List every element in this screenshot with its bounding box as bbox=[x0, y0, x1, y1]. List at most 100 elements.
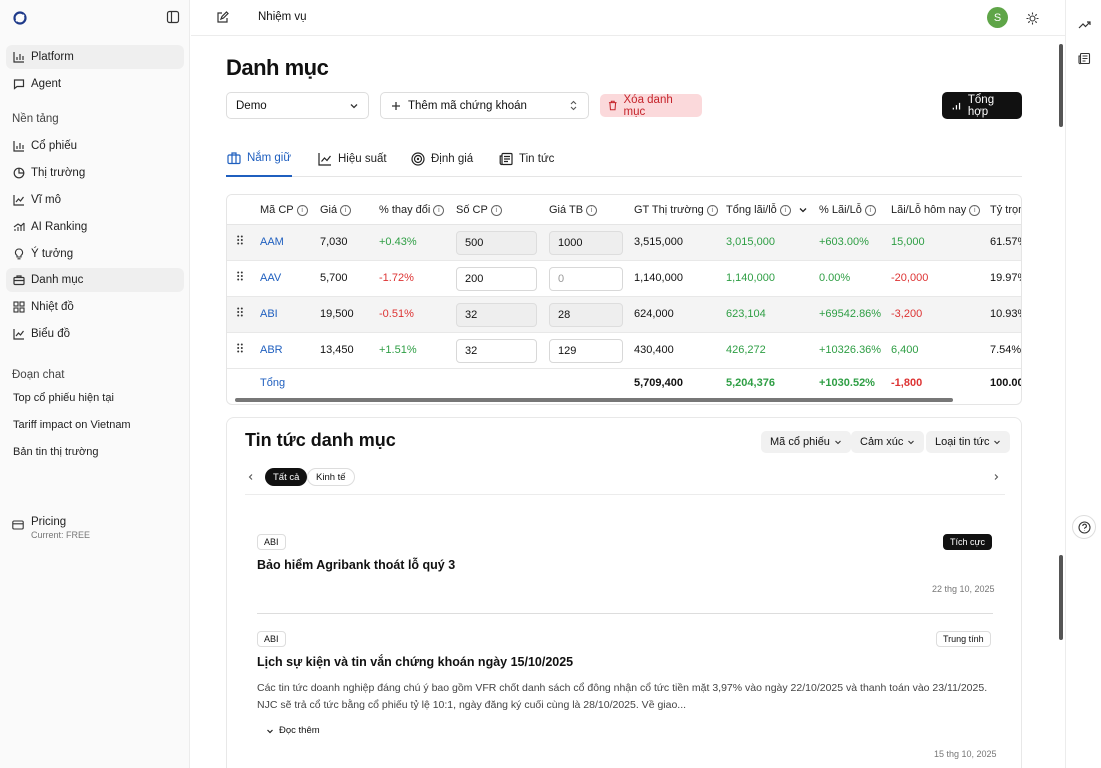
info-icon: i bbox=[296, 204, 308, 216]
sidebar-item-ai-ranking[interactable]: AI Ranking bbox=[6, 215, 184, 239]
change-cell: -1.72% bbox=[379, 272, 414, 284]
main-scrollbar[interactable] bbox=[1057, 36, 1065, 768]
chevron-down-icon bbox=[350, 103, 358, 108]
tab-valuation[interactable]: Định giá bbox=[411, 141, 473, 177]
chevron-up-down-icon bbox=[570, 100, 577, 111]
col-header-today-pl[interactable]: Lãi/Lỗ hôm nay i bbox=[891, 204, 981, 216]
table-row[interactable]: AAM 7,030 +0.43% 500 1000 3,515,000 3,015,000 +… bbox=[227, 225, 1021, 261]
chip-economy[interactable]: Kinh tế bbox=[307, 468, 355, 486]
sidebar-item-heatmap[interactable]: Nhiệt đồ bbox=[6, 295, 184, 319]
chat-item[interactable]: Top cổ phiếu hiện tại bbox=[13, 392, 114, 404]
weight-cell: 19.97% bbox=[990, 272, 1021, 284]
shares-input[interactable]: 32 bbox=[456, 303, 537, 327]
col-header-price[interactable]: Giá i bbox=[320, 204, 352, 216]
sort-desc-icon[interactable] bbox=[798, 205, 808, 215]
newspaper-icon[interactable] bbox=[1078, 52, 1091, 65]
read-more-button[interactable]: Đọc thêm bbox=[266, 725, 320, 736]
drag-handle-icon[interactable] bbox=[237, 307, 243, 317]
drag-handle-icon[interactable] bbox=[237, 343, 243, 353]
tab-news[interactable]: Tin tức bbox=[499, 141, 554, 177]
sidebar-item-portfolio[interactable]: Danh mục bbox=[6, 268, 184, 292]
tab-performance[interactable]: Hiệu suất bbox=[318, 141, 387, 177]
chip-all[interactable]: Tất cả bbox=[265, 468, 308, 486]
col-header-change[interactable]: % thay đổi i bbox=[379, 204, 445, 216]
table-horizontal-scrollbar[interactable] bbox=[227, 396, 1021, 404]
avg-price-input[interactable]: 28 bbox=[549, 303, 623, 327]
sidebar-item-ideas[interactable]: Ý tưởng bbox=[6, 242, 184, 266]
shares-input[interactable]: 200 bbox=[456, 267, 537, 291]
holdings-table: Mã CP i Giá i % thay đổi i Số CP i Giá TB i G… bbox=[226, 194, 1022, 405]
help-button[interactable] bbox=[1072, 515, 1096, 539]
drag-handle-icon[interactable] bbox=[237, 235, 243, 245]
article-title[interactable]: Lịch sự kiện và tin vắn chứng khoán ngày… bbox=[257, 655, 574, 669]
table-row[interactable]: ABR 13,450 +1.51% 32 129 430,400 426,272 +10326… bbox=[227, 333, 1021, 369]
scroll-thumb-upper[interactable] bbox=[1059, 44, 1063, 127]
section-label-chats: Đoạn chat bbox=[12, 369, 65, 381]
chevron-right-icon[interactable] bbox=[992, 473, 1000, 481]
col-header-avg-price[interactable]: Giá TB i bbox=[549, 204, 598, 216]
filter-stock-code[interactable]: Mã cổ phiếu bbox=[761, 431, 851, 453]
col-header-pl-pct[interactable]: % Lãi/Lỗ i bbox=[819, 204, 876, 216]
pricing-link[interactable]: Pricing Current: FREE bbox=[12, 516, 90, 540]
avg-price-input[interactable]: 129 bbox=[549, 339, 623, 363]
filter-news-type[interactable]: Loại tin tức bbox=[926, 431, 1011, 453]
total-today-pl: -1,800 bbox=[891, 377, 923, 389]
article-stock-tag[interactable]: ABI bbox=[257, 534, 286, 550]
table-total-row: Tổng 5,709,400 5,204,376 +1030.52% -1,80… bbox=[227, 369, 1021, 397]
task-title[interactable]: Nhiệm vụ bbox=[258, 11, 307, 23]
sidebar-item-agent[interactable]: Agent bbox=[6, 72, 184, 96]
today-pl-cell: -3,200 bbox=[891, 308, 923, 320]
article-date: 22 thg 10, 2025 bbox=[932, 584, 995, 594]
scroll-thumb-lower[interactable] bbox=[1059, 555, 1063, 640]
table-scroll-thumb[interactable] bbox=[235, 398, 953, 402]
shares-input[interactable]: 32 bbox=[456, 339, 537, 363]
avg-price-input[interactable]: 0 bbox=[549, 267, 623, 291]
stock-code-link[interactable]: AAV bbox=[260, 272, 282, 284]
edit-icon[interactable] bbox=[216, 11, 229, 24]
article-title[interactable]: Bảo hiểm Agribank thoát lỗ quý 3 bbox=[257, 558, 456, 572]
sidebar-item-charts[interactable]: Biểu đồ bbox=[6, 322, 184, 346]
sidebar-item-platform[interactable]: Platform bbox=[6, 45, 184, 69]
col-header-code[interactable]: Mã CP i bbox=[260, 204, 308, 216]
drag-handle-icon[interactable] bbox=[237, 271, 243, 281]
sidebar-toggle-icon[interactable] bbox=[166, 10, 180, 24]
article-stock-tag[interactable]: ABI bbox=[257, 631, 286, 647]
chevron-left-icon[interactable] bbox=[247, 473, 255, 481]
col-header-total-pl[interactable]: Tổng lãi/lỗ i bbox=[726, 204, 808, 216]
col-header-shares[interactable]: Số CP i bbox=[456, 204, 502, 216]
delete-portfolio-button[interactable]: Xóa danh mục bbox=[600, 94, 702, 118]
logo-icon[interactable] bbox=[13, 11, 27, 25]
market-value-cell: 430,400 bbox=[634, 344, 674, 356]
col-header-market-value[interactable]: GT Thị trường i bbox=[634, 204, 718, 216]
chat-item[interactable]: Bản tin thị trường bbox=[13, 446, 99, 458]
info-icon: i bbox=[433, 204, 445, 216]
filter-sentiment[interactable]: Cảm xúc bbox=[851, 431, 925, 453]
col-header-weight[interactable]: Tỷ trọn bbox=[990, 204, 1022, 216]
portfolio-tabs: Nắm giữ Hiệu suất Định giá Tin tức bbox=[226, 141, 1022, 177]
shares-input[interactable]: 500 bbox=[456, 231, 537, 255]
tab-holdings[interactable]: Nắm giữ bbox=[226, 141, 292, 177]
lightbulb-icon bbox=[14, 248, 24, 260]
right-toolbar bbox=[1065, 0, 1101, 768]
trending-up-icon[interactable] bbox=[1078, 19, 1091, 30]
market-value-cell: 1,140,000 bbox=[634, 272, 683, 284]
pie-chart-icon bbox=[13, 167, 25, 179]
sidebar-item-macro[interactable]: Vĩ mô bbox=[6, 188, 184, 212]
portfolio-select[interactable]: Demo bbox=[226, 92, 369, 119]
table-row[interactable]: AAV 5,700 -1.72% 200 0 1,140,000 1,140,000 0.00… bbox=[227, 261, 1021, 297]
sidebar-item-market[interactable]: Thị trường bbox=[6, 161, 184, 185]
sun-icon[interactable] bbox=[1026, 12, 1039, 25]
add-stock-combobox[interactable]: Thêm mã chứng khoán bbox=[380, 92, 589, 119]
avg-price-input[interactable]: 1000 bbox=[549, 231, 623, 255]
price-cell: 5,700 bbox=[320, 272, 348, 284]
sidebar-item-label: Vĩ mô bbox=[31, 194, 62, 206]
stock-code-link[interactable]: ABI bbox=[260, 308, 278, 320]
avatar[interactable]: S bbox=[987, 7, 1008, 28]
stock-code-link[interactable]: ABR bbox=[260, 344, 283, 356]
sidebar-item-stocks[interactable]: Cổ phiếu bbox=[6, 134, 184, 158]
chat-item[interactable]: Tariff impact on Vietnam bbox=[13, 419, 131, 431]
table-row[interactable]: ABI 19,500 -0.51% 32 28 624,000 623,104 +69542.… bbox=[227, 297, 1021, 333]
summary-button[interactable]: Tổng hợp bbox=[942, 92, 1022, 119]
stock-code-link[interactable]: AAM bbox=[260, 236, 284, 248]
info-icon: i bbox=[586, 204, 598, 216]
